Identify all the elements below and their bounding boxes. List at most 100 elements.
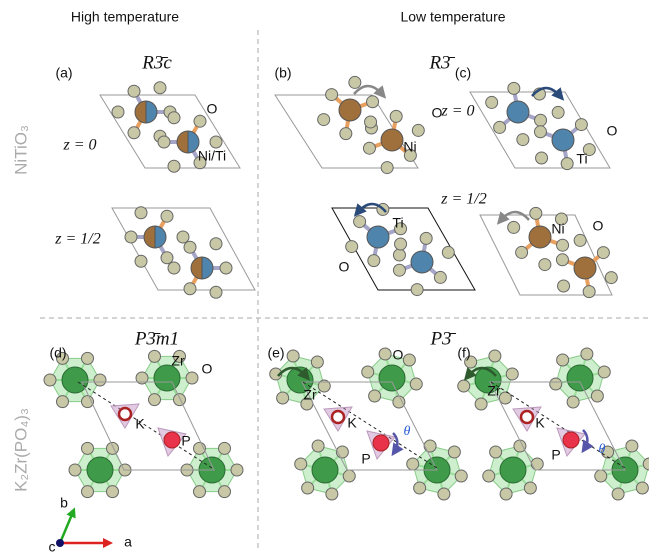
oxygen [499, 392, 511, 404]
oxygen [231, 464, 243, 476]
oxygen [186, 372, 198, 384]
oxygen [536, 152, 548, 164]
oxygen [219, 486, 231, 498]
oxygen [420, 232, 432, 244]
label: a [124, 534, 132, 550]
oxygen [367, 96, 379, 108]
oxygen [135, 255, 147, 267]
label: z = 1/2 [54, 231, 100, 248]
label: Ni [551, 221, 564, 237]
oxygen [184, 283, 196, 295]
oxygen [557, 239, 569, 251]
label: O [207, 101, 218, 117]
oxygen [605, 272, 617, 284]
label: O [607, 123, 618, 139]
oxygen [598, 366, 610, 378]
oxygen [128, 85, 140, 97]
oxygen [412, 124, 424, 136]
oxygen [395, 238, 407, 250]
zr-atom [62, 367, 88, 393]
label: Zr [487, 383, 501, 399]
figure: High temperatureLow temperatureNiTiO₃K₂Z… [0, 0, 649, 552]
theta-arc [583, 430, 587, 448]
oxygen [486, 96, 498, 108]
oxygen [636, 482, 648, 494]
oxygen [508, 82, 520, 94]
oxygen [414, 482, 426, 494]
oxygen [44, 374, 56, 386]
zr-atom [154, 365, 180, 391]
label: (c) [455, 65, 471, 81]
oxygen [369, 390, 381, 402]
oxygen [177, 231, 189, 243]
oxygen [379, 348, 391, 360]
oxygen [161, 252, 173, 264]
label: z = 0 [62, 137, 96, 154]
oxygen [626, 440, 638, 452]
oxygen [82, 352, 94, 364]
metal-atom [202, 257, 213, 279]
oxygen [220, 262, 232, 274]
p-atom [563, 432, 579, 448]
oxygen [354, 216, 366, 228]
oxygen [125, 231, 137, 243]
oxygen [424, 440, 436, 452]
oxygen [535, 114, 547, 126]
oxygen [149, 394, 161, 406]
oxygen [390, 110, 402, 122]
label: Ti [576, 151, 587, 167]
zr-atom [500, 457, 526, 483]
oxygen [506, 368, 518, 380]
oxygen [534, 126, 546, 138]
oxygen [277, 392, 289, 404]
oxygen [434, 271, 446, 283]
oxygen [574, 234, 586, 246]
oxygen [194, 115, 206, 127]
p-atom [373, 435, 389, 451]
oxygen [365, 116, 377, 128]
oxygen [112, 106, 124, 118]
oxygen [184, 241, 196, 253]
label: c [49, 539, 56, 552]
metal-atom [155, 226, 166, 248]
oxygen [557, 354, 569, 366]
label: P [361, 451, 370, 467]
label: P [551, 447, 560, 463]
oxygen [567, 396, 579, 408]
k-atom [332, 411, 344, 423]
oxygen [363, 142, 375, 154]
oxygen [489, 350, 501, 362]
oxygen [475, 398, 487, 410]
unit-cell [112, 208, 255, 290]
oxygen [514, 440, 526, 452]
metal-atom [574, 257, 596, 279]
oxygen [340, 128, 352, 140]
oxygen [82, 486, 94, 498]
metal-atom [367, 226, 389, 248]
metal-atom [135, 101, 146, 123]
oxygen [128, 127, 140, 139]
label: K [135, 416, 145, 432]
oxygen [219, 442, 231, 454]
oxygen [455, 470, 467, 482]
oxygen [494, 121, 506, 133]
label: z = 1/2 [440, 191, 486, 208]
oxygen [558, 280, 570, 292]
label: K [347, 415, 357, 431]
oxygen [591, 390, 603, 402]
oxygen [349, 76, 361, 88]
label: z = 0 [440, 103, 474, 120]
label: K [535, 415, 545, 431]
zr-atom [379, 365, 405, 391]
metal-atom [381, 129, 403, 151]
metal-atom [339, 99, 361, 121]
oxygen [561, 158, 573, 170]
zr-atom [567, 365, 593, 391]
label: O [593, 218, 604, 234]
label: θ [404, 424, 411, 439]
oxygen [346, 241, 358, 253]
metal-atom [146, 101, 157, 123]
oxygen [393, 249, 405, 261]
oxygen [154, 82, 166, 94]
label: Zr [171, 353, 185, 369]
